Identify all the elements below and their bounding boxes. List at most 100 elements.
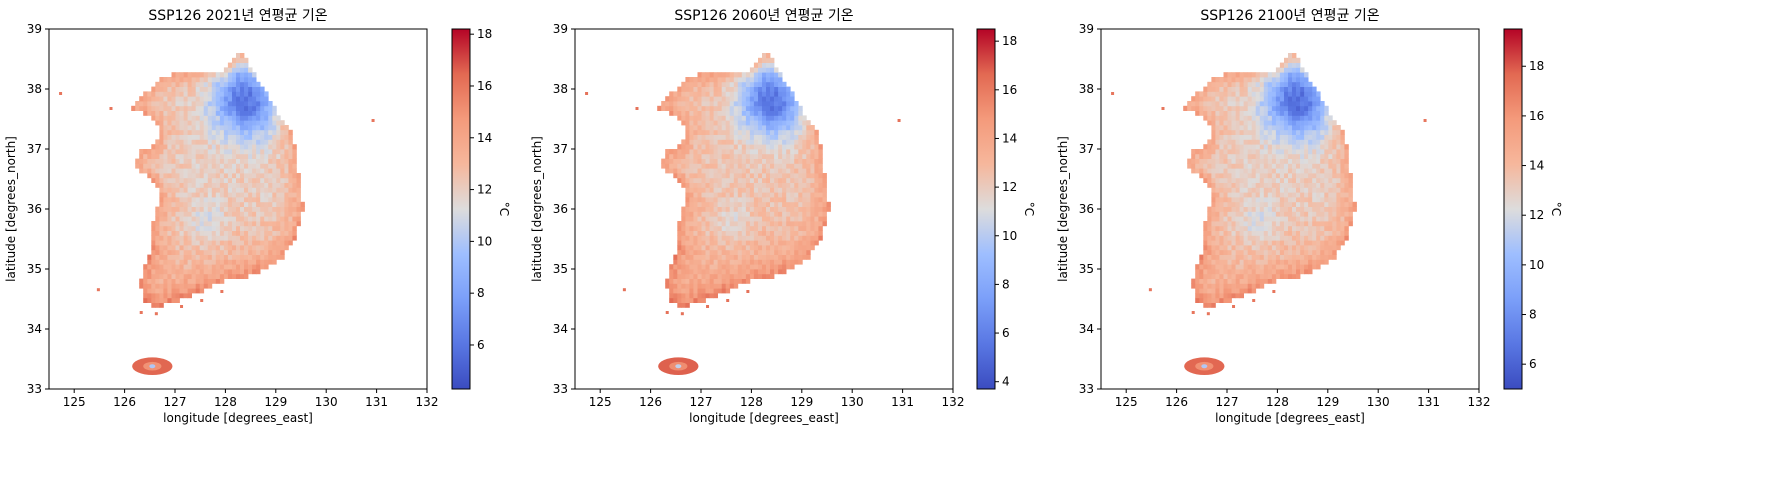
island-cell <box>585 92 589 95</box>
y-axis-label: latitude [degrees_north] <box>4 136 18 282</box>
x-axis-label: longitude [degrees_east] <box>1215 411 1365 425</box>
chart-title: SSP126 2021년 연평균 기온 <box>148 8 327 24</box>
island-cell <box>1191 311 1195 314</box>
x-tick-label: 129 <box>264 395 287 409</box>
y-tick-label: 39 <box>553 22 568 36</box>
x-tick-label: 132 <box>1468 395 1491 409</box>
x-tick-label: 125 <box>589 395 612 409</box>
colorbar: 6 8 10 12 14 16 18 °C <box>1503 28 1563 390</box>
x-axis-label: longitude [degrees_east] <box>689 411 839 425</box>
x-tick-label: 127 <box>690 395 713 409</box>
y-tick-label: 36 <box>1079 202 1094 216</box>
temperature-field <box>657 53 831 308</box>
island-cell <box>1272 290 1276 293</box>
island-cell <box>59 92 63 95</box>
x-axis-label: longitude [degrees_east] <box>163 411 313 425</box>
y-tick-label: 37 <box>27 142 42 156</box>
colorbar-gradient <box>976 28 996 390</box>
x-tick-label: 126 <box>113 395 136 409</box>
colorbar-tick-label: 10 <box>1002 229 1017 243</box>
colorbar-tick-label: 6 <box>1529 357 1537 371</box>
island-cell <box>220 290 224 293</box>
island-cell <box>726 299 730 302</box>
x-tick-label: 126 <box>639 395 662 409</box>
island-cell <box>706 305 710 308</box>
x-tick-label: 130 <box>315 395 338 409</box>
colorbar-tick-label: 6 <box>477 338 485 352</box>
colorbar-tick-label: 10 <box>477 234 492 248</box>
x-tick-label: 130 <box>1367 395 1390 409</box>
y-tick-label: 33 <box>553 382 568 396</box>
colorbar-label: °C <box>1022 202 1036 216</box>
colorbar-tick-label: 16 <box>477 79 492 93</box>
x-tick-label: 131 <box>1417 395 1440 409</box>
island-cell <box>180 305 184 308</box>
colorbar-tick-label: 18 <box>1529 59 1544 73</box>
island-cell <box>1111 92 1115 95</box>
colorbar-label: °C <box>497 202 511 216</box>
y-tick-label: 34 <box>27 322 42 336</box>
chart-title: SSP126 2100년 연평균 기온 <box>1200 8 1379 24</box>
y-tick-label: 39 <box>27 22 42 36</box>
island-cell <box>1252 299 1256 302</box>
y-tick-label: 35 <box>553 262 568 276</box>
x-tick-label: 128 <box>1266 395 1289 409</box>
y-tick-label: 36 <box>27 202 42 216</box>
island-cell <box>665 311 669 314</box>
colorbar-tick-label: 12 <box>477 183 492 197</box>
x-tick-label: 126 <box>1165 395 1188 409</box>
colorbar-tick-label: 18 <box>1002 34 1017 48</box>
island-cell <box>371 119 375 122</box>
colorbar-tick-label: 12 <box>1002 180 1017 194</box>
colorbar-tick-label: 8 <box>477 286 485 300</box>
colorbar-tick-label: 14 <box>1529 159 1544 173</box>
y-tick-label: 37 <box>1079 142 1094 156</box>
x-tick-label: 129 <box>1316 395 1339 409</box>
island-cell <box>1206 312 1210 316</box>
island-cell <box>897 119 901 122</box>
chart-title: SSP126 2060년 연평균 기온 <box>674 8 853 24</box>
x-tick-label: 129 <box>790 395 813 409</box>
colorbar-tick-label: 18 <box>477 27 492 41</box>
colorbar-tick-label: 8 <box>1529 308 1537 322</box>
island-cell <box>139 311 143 314</box>
island-cell <box>1148 288 1152 292</box>
y-tick-label: 33 <box>1079 382 1094 396</box>
y-axis-label: latitude [degrees_north] <box>1056 136 1070 282</box>
x-tick-label: 131 <box>891 395 914 409</box>
x-tick-label: 125 <box>63 395 86 409</box>
island-cell <box>109 107 113 110</box>
island-cell <box>200 299 204 302</box>
island-cell <box>635 107 639 110</box>
x-tick-label: 125 <box>1115 395 1138 409</box>
y-tick-label: 36 <box>553 202 568 216</box>
temperature-field <box>131 53 305 308</box>
island-cell <box>1161 107 1165 110</box>
x-tick-label: 127 <box>1216 395 1239 409</box>
y-tick-label: 33 <box>27 382 42 396</box>
colorbar-tick-label: 8 <box>1002 277 1010 291</box>
colorbar-tick-label: 16 <box>1002 83 1017 97</box>
y-tick-label: 35 <box>27 262 42 276</box>
island-cell <box>154 312 158 316</box>
island-cell <box>1423 119 1427 122</box>
temperature-field <box>1183 53 1357 308</box>
colorbar: 6 8 10 12 14 16 18 °C <box>451 27 511 390</box>
colorbar-tick-label: 12 <box>1529 208 1544 222</box>
x-tick-label: 128 <box>740 395 763 409</box>
jeju-island <box>658 357 699 376</box>
colorbar-tick-label: 4 <box>1002 375 1010 389</box>
y-tick-label: 34 <box>553 322 568 336</box>
colorbar-tick-label: 14 <box>477 131 492 145</box>
x-tick-label: 131 <box>365 395 388 409</box>
x-tick-label: 132 <box>942 395 965 409</box>
x-tick-label: 132 <box>416 395 439 409</box>
island-cell <box>1232 305 1236 308</box>
x-tick-label: 128 <box>214 395 237 409</box>
island-cell <box>96 288 100 292</box>
y-tick-label: 39 <box>1079 22 1094 36</box>
island-cell <box>746 290 750 293</box>
x-tick-label: 130 <box>841 395 864 409</box>
y-tick-label: 37 <box>553 142 568 156</box>
